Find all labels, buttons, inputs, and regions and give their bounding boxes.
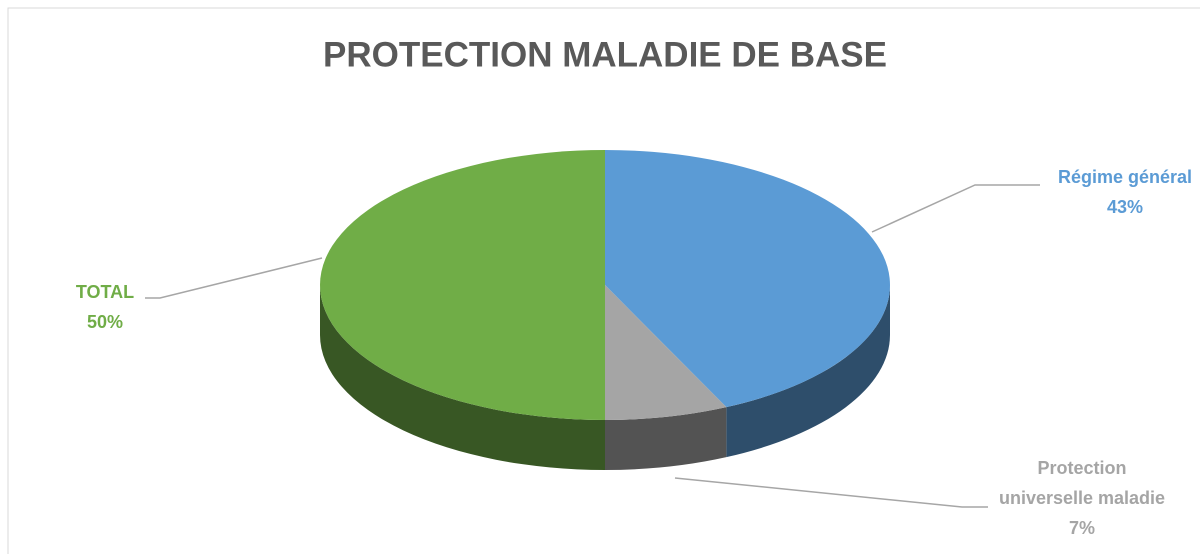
- slice: [320, 150, 605, 420]
- value-label: 50%: [86, 312, 124, 332]
- value-label: 43%: [1106, 197, 1144, 217]
- category-label: TOTAL: [75, 282, 135, 302]
- data-label: Régime général 43%: [1058, 162, 1192, 222]
- slice: [605, 150, 891, 408]
- chart-title: PROTECTION MALADIE DE BASE: [323, 35, 887, 74]
- slice-side: [605, 407, 727, 470]
- data-label: Protection universelle maladie 7%: [992, 453, 1172, 543]
- slice: [605, 285, 727, 420]
- category-label: Régime général: [1057, 167, 1193, 187]
- pie-tops: [320, 150, 891, 420]
- slice-side: [320, 285, 605, 470]
- leader-line: [674, 477, 988, 508]
- category-label: Protection universelle maladie: [998, 458, 1166, 508]
- pie-sides: [320, 285, 890, 470]
- slice-side: [726, 285, 890, 458]
- leader-line: [871, 184, 1040, 233]
- data-label: TOTAL 50%: [76, 277, 134, 337]
- value-label: 7%: [1068, 518, 1095, 538]
- leader-line: [145, 257, 323, 299]
